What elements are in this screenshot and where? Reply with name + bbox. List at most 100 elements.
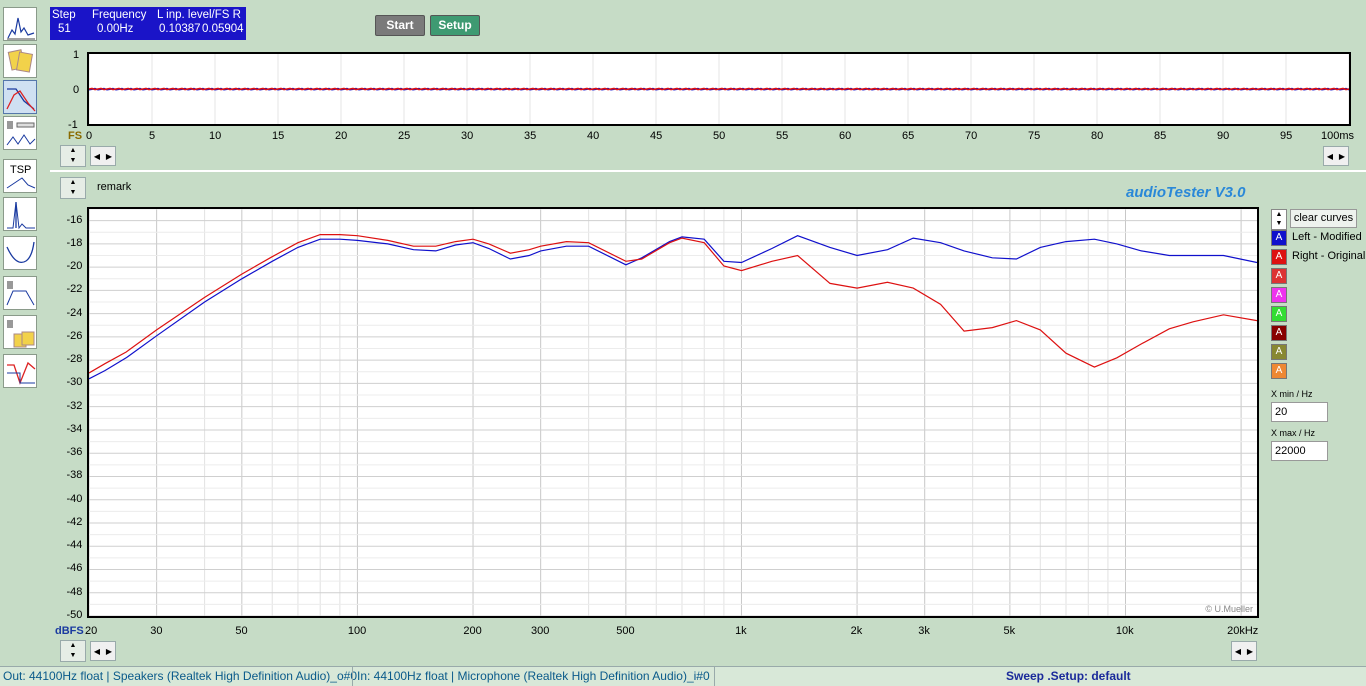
step-value: 51 [58,23,71,35]
speaker-filter-tool[interactable] [3,276,37,310]
status-bar: Out: 44100Hz float | Speakers (Realtek H… [0,666,1366,686]
freq-y-tick: -48 [66,585,83,598]
time-x-tick: 65 [902,130,915,142]
speaker-distortion-icon [6,121,36,146]
time-series-line [88,87,1350,91]
time-scroll-left-arrows[interactable]: ◀ ▶ [90,146,116,166]
freq-y-tick: -16 [66,213,83,226]
time-domain-plot[interactable] [87,52,1351,126]
scope-cards-icon [7,49,34,73]
clear-curves-button[interactable]: clear curves [1290,209,1357,228]
xmin-input[interactable]: 20 [1271,402,1328,422]
time-scale-spinner[interactable]: ▲ ▼ [60,145,86,167]
time-x-tick: 20 [335,130,348,142]
level-label: L inp. level/FS R [157,9,241,21]
time-x-tick: 70 [965,130,978,142]
curve-color-swatch[interactable]: A [1271,306,1287,322]
freq-y-tick: -20 [66,260,83,273]
freq-x-tick: 300 [531,625,550,637]
freq-x-tick: 30 [150,625,163,637]
oscilloscope-tool[interactable] [3,44,37,78]
time-x-tick: 35 [524,130,537,142]
curve-color-swatch[interactable]: A [1271,230,1287,246]
freq-scroll-left-arrows[interactable]: ◀ ▶ [90,641,116,661]
time-x-tick: 60 [839,130,852,142]
time-y-tick: 0 [73,84,80,96]
speaker-distortion-tool[interactable] [3,116,37,150]
impulse-tool[interactable] [3,197,37,231]
freq-y-tick: -24 [66,306,83,319]
freq-x-tick: 1k [735,625,747,637]
setup-button[interactable]: Setup [430,15,480,36]
freq-y-tick: -22 [66,283,83,296]
time-y-unit: FS [68,130,83,142]
time-x-tick: 100ms [1321,130,1355,142]
curve-color-swatch[interactable]: A [1271,344,1287,360]
output-device-status: Out: 44100Hz float | Speakers (Realtek H… [3,669,357,683]
app-brand: audioTester V3.0 [1126,184,1246,201]
curve-color-swatch[interactable]: A [1271,363,1287,379]
freq-x-tick: 100 [347,625,367,637]
xmax-input[interactable]: 22000 [1271,441,1328,461]
freq-y-tick: -32 [66,399,83,412]
freq-response-icon [6,88,36,112]
time-x-tick: 0 [86,130,93,142]
freq-series-line [88,235,1258,380]
svg-text:TSP: TSP [10,164,31,176]
start-button[interactable]: Start [375,15,425,36]
time-x-tick: 30 [461,130,474,142]
freq-scroll-right-arrows[interactable]: ◀ ▶ [1231,641,1257,661]
freq-x-tick: 10k [1115,625,1134,637]
impedance-icon [6,241,35,264]
legend-spinner[interactable]: ▲ ▼ [1271,209,1287,230]
freq-y-tick: -30 [66,376,83,389]
time-x-tick: 40 [587,130,600,142]
scope-speaker-tool[interactable] [3,315,37,349]
tsp-tool[interactable]: TSP [3,159,37,193]
time-x-tick: 80 [1091,130,1104,142]
time-y-tick: -1 [68,119,78,131]
curve-legend-label: Left - Modified [1292,231,1362,243]
time-x-tick: 95 [1280,130,1293,142]
time-y-tick: 1 [73,49,80,61]
freq-y-tick: -18 [66,236,83,249]
freq-x-tick: 5k [1003,625,1016,637]
spectrum-icon [7,17,35,40]
scope-speaker-icon [7,320,35,348]
impedance-tool[interactable] [3,236,37,270]
curve-legend-label: Right - Original [1292,250,1366,262]
curve-color-swatch[interactable]: A [1271,249,1287,265]
time-x-tick: 15 [272,130,285,142]
frequency-response-canvas [88,208,1258,617]
curve-color-swatch[interactable]: A [1271,287,1287,303]
step-label: Step [52,9,76,21]
impulse-icon [7,201,35,230]
freq-scale-spinner[interactable]: ▲ ▼ [60,640,86,662]
freq-x-tick: 20 [85,625,98,637]
frequency-response-tool[interactable] [3,80,37,114]
xmax-label: X max / Hz [1271,428,1316,438]
freq-y-tick: -50 [66,609,83,621]
input-device-status: In: 44100Hz float | Microphone (Realtek … [357,669,710,683]
freq-y-tick: -28 [66,353,83,366]
freq-x-tick: 200 [463,625,482,637]
frequency-value: 0.00Hz [97,23,134,35]
time-x-tick: 25 [398,130,411,142]
freq-y-tick: -44 [66,539,83,552]
frequency-response-plot[interactable]: © U.Mueller [87,207,1259,618]
time-scroll-right-arrows[interactable]: ◀ ▶ [1323,146,1349,166]
measurement-readout: Step 51 Frequency 0.00Hz L inp. level/FS… [50,7,246,40]
remark-label: remark [97,181,132,193]
step-response-tool[interactable] [3,354,37,388]
curve-color-swatch[interactable]: A [1271,268,1287,284]
step-response-icon [7,361,36,385]
freq-y-unit: dBFS [55,625,84,637]
frequency-label: Frequency [92,9,147,21]
freq-y-tick: -34 [66,422,83,435]
curve-color-swatch[interactable]: A [1271,325,1287,341]
spectrum-tool[interactable] [3,7,37,41]
freq-x-tick: 2k [850,625,863,637]
panel-divider [50,170,1366,172]
freq-x-tick: 500 [616,625,635,637]
remark-spinner[interactable]: ▲ ▼ [60,177,86,199]
